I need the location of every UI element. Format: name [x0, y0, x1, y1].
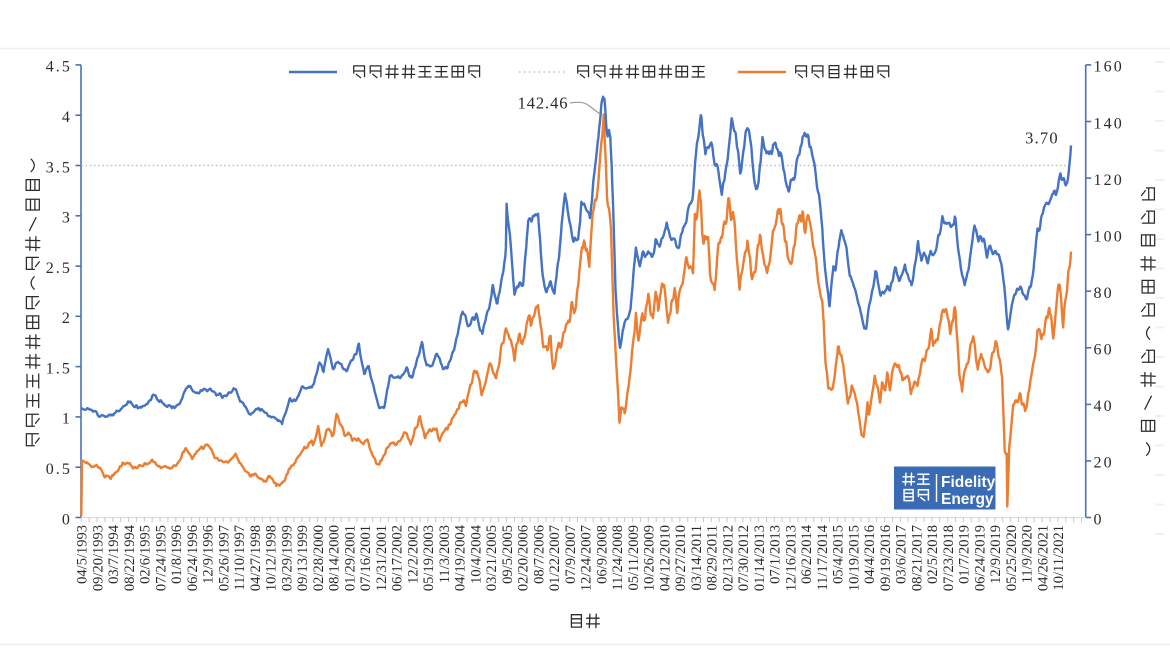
svg-text:09/5/2005: 09/5/2005: [500, 525, 516, 584]
svg-text:05/25/2020: 05/25/2020: [1004, 525, 1020, 591]
svg-text:160: 160: [1094, 59, 1124, 76]
svg-text:06/9/2008: 06/9/2008: [594, 525, 610, 584]
svg-text:12/31/2001: 12/31/2001: [374, 525, 390, 591]
svg-text:03/7/1994: 03/7/1994: [106, 524, 122, 584]
svg-text:0.5: 0.5: [46, 461, 72, 478]
svg-text:08/22/1994: 08/22/1994: [122, 524, 138, 591]
svg-text:05/11/2009: 05/11/2009: [626, 525, 642, 591]
svg-text:02/20/2006: 02/20/2006: [516, 525, 532, 591]
svg-text:05/4/2015: 05/4/2015: [831, 525, 847, 584]
svg-text:07/9/2007: 07/9/2007: [563, 525, 579, 584]
svg-text:0: 0: [1094, 511, 1104, 528]
svg-text:02/6/1995: 02/6/1995: [138, 525, 154, 584]
svg-text:11/3/2003: 11/3/2003: [437, 525, 453, 583]
svg-text:04/12/2010: 04/12/2010: [657, 525, 673, 591]
svg-text:09/19/2016: 09/19/2016: [878, 525, 894, 591]
svg-text:07/16/2001: 07/16/2001: [358, 525, 374, 591]
svg-text:20: 20: [1094, 455, 1114, 472]
svg-text:3.5: 3.5: [46, 159, 72, 176]
svg-text:02/28/2000: 02/28/2000: [311, 525, 327, 591]
svg-text:01/7/2019: 01/7/2019: [957, 525, 973, 584]
svg-text:Fidelity: Fidelity: [941, 474, 996, 491]
svg-text:02/5/2018: 02/5/2018: [925, 525, 941, 584]
svg-text:3: 3: [62, 210, 72, 227]
svg-text:1: 1: [62, 411, 72, 428]
svg-text:11/9/2020: 11/9/2020: [1020, 525, 1036, 583]
svg-text:08/7/2006: 08/7/2006: [531, 525, 547, 584]
svg-text:05/26/1997: 05/26/1997: [216, 525, 232, 591]
svg-text:01/29/2001: 01/29/2001: [342, 525, 358, 591]
svg-text:1.5: 1.5: [46, 360, 72, 377]
svg-text:07/23/2018: 07/23/2018: [941, 525, 957, 591]
svg-text:10/4/2004: 10/4/2004: [468, 524, 484, 584]
svg-text:03/6/2017: 03/6/2017: [894, 525, 910, 584]
svg-text:06/24/2019: 06/24/2019: [972, 525, 988, 591]
svg-text:12/2/2002: 12/2/2002: [405, 525, 421, 584]
svg-text:2.5: 2.5: [46, 260, 72, 277]
svg-text:10/19/2015: 10/19/2015: [846, 525, 862, 591]
svg-text:04/27/1998: 04/27/1998: [248, 525, 264, 591]
svg-text:06/24/1996: 06/24/1996: [185, 525, 201, 591]
svg-text:140: 140: [1094, 115, 1124, 132]
svg-text:120: 120: [1094, 172, 1124, 189]
svg-text:10/11/2021: 10/11/2021: [1051, 525, 1067, 591]
svg-text:3.70: 3.70: [1025, 129, 1059, 148]
svg-text:11/10/1997: 11/10/1997: [232, 525, 248, 591]
svg-text:07/24/1995: 07/24/1995: [153, 525, 169, 591]
svg-text:12/24/2007: 12/24/2007: [579, 525, 595, 591]
svg-text:10/26/2009: 10/26/2009: [642, 525, 658, 591]
svg-text:04/26/2021: 04/26/2021: [1035, 525, 1051, 591]
svg-text:08/14/2000: 08/14/2000: [327, 525, 343, 591]
svg-text:80: 80: [1094, 285, 1114, 302]
svg-text:01/14/2013: 01/14/2013: [752, 525, 768, 591]
svg-text:08/29/2011: 08/29/2011: [705, 525, 721, 591]
svg-text:03/29/1999: 03/29/1999: [279, 525, 295, 591]
svg-text:10/12/1998: 10/12/1998: [264, 525, 280, 591]
svg-text:0: 0: [62, 511, 72, 528]
svg-text:09/13/1999: 09/13/1999: [295, 525, 311, 591]
svg-text:12/9/2019: 12/9/2019: [988, 525, 1004, 584]
svg-text:12/16/2013: 12/16/2013: [783, 525, 799, 591]
svg-text:4: 4: [62, 109, 72, 126]
svg-text:01/22/2007: 01/22/2007: [547, 525, 563, 591]
svg-text:03/21/2005: 03/21/2005: [484, 525, 500, 591]
svg-text:06/2/2014: 06/2/2014: [799, 524, 815, 584]
svg-text:03/14/2011: 03/14/2011: [689, 525, 705, 591]
svg-text:60: 60: [1094, 342, 1114, 359]
svg-text:04/4/2016: 04/4/2016: [862, 525, 878, 584]
svg-text:Energy: Energy: [941, 491, 994, 508]
svg-text:06/17/2002: 06/17/2002: [390, 525, 406, 591]
svg-text:100: 100: [1094, 228, 1124, 245]
svg-text:01/8/1996: 01/8/1996: [169, 525, 185, 584]
svg-text:4.5: 4.5: [46, 59, 72, 76]
svg-text:02/13/2012: 02/13/2012: [720, 525, 736, 591]
svg-text:09/20/1993: 09/20/1993: [90, 525, 106, 591]
svg-text:142.46: 142.46: [518, 94, 569, 113]
svg-text:09/27/2010: 09/27/2010: [673, 525, 689, 591]
svg-text:08/21/2017: 08/21/2017: [909, 525, 925, 591]
svg-text:07/30/2012: 07/30/2012: [736, 525, 752, 591]
svg-text:11/24/2008: 11/24/2008: [610, 525, 626, 591]
svg-text:40: 40: [1094, 398, 1114, 415]
svg-text:12/9/1996: 12/9/1996: [201, 525, 217, 584]
svg-text:11/17/2014: 11/17/2014: [815, 524, 831, 590]
svg-text:07/1/2013: 07/1/2013: [768, 525, 784, 584]
svg-text:2: 2: [62, 310, 72, 327]
svg-text:04/19/2004: 04/19/2004: [453, 524, 469, 591]
svg-text:05/19/2003: 05/19/2003: [421, 525, 437, 591]
svg-text:04/5/1993: 04/5/1993: [75, 525, 91, 584]
